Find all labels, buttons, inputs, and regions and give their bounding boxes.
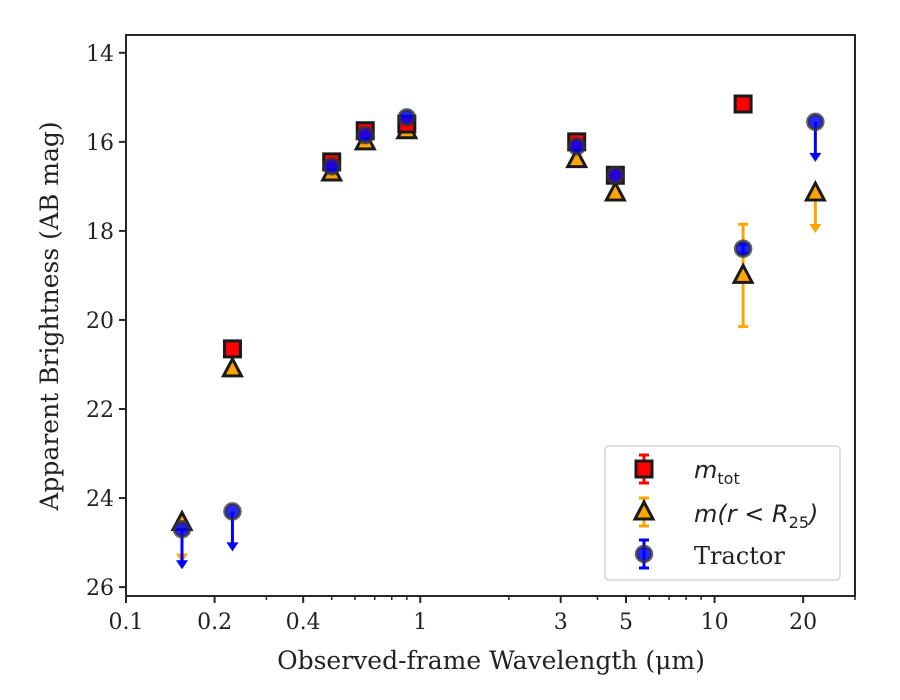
series-2-point-2-marker [322, 157, 341, 176]
series-2-point-6-marker [606, 166, 625, 185]
x-tick-label-7: 20 [789, 610, 817, 635]
legend-glyph-2-marker [634, 544, 654, 564]
series-2-point-4-marker [397, 108, 417, 127]
series-2-point-8-upper-limit-arrow-head [809, 152, 822, 162]
legend-label-tractor: Tractor [694, 542, 785, 570]
series-2-point-3-marker [355, 125, 375, 145]
series-0-point-0-marker [222, 339, 242, 359]
series-2-point-1-upper-limit-arrow-head [226, 542, 239, 552]
series-2-point-0-marker [172, 519, 192, 539]
x-tick-label-1: 0.2 [197, 610, 232, 635]
legend-mtot-sub: tot [717, 469, 739, 488]
data-markers [170, 94, 827, 539]
legend-mr25-close: ) [807, 500, 818, 528]
y-tick-label-5: 24 [86, 487, 114, 512]
legend-mtot-main: m [694, 456, 717, 484]
legend: mtot m(r < R25) Tractor [604, 445, 841, 581]
series-1-point-7-marker [731, 262, 755, 284]
series-2-point-0-upper-limit-arrow-head [176, 560, 189, 570]
series-1-point-1-marker [220, 355, 244, 378]
legend-label-mtot: mtot [694, 456, 740, 488]
x-tick-label-2: 0.4 [286, 610, 321, 635]
y-tick-label-6: 26 [86, 576, 114, 601]
axes: 0.1 0.2 0.4 1 3 5 10 20 14 16 18 20 22 24 26 [86, 34, 856, 635]
series-2-point-7-marker [733, 239, 753, 258]
plot-frame [125, 34, 856, 597]
x-tick-label-4: 3 [554, 610, 568, 635]
x-tick-label-5: 5 [619, 610, 633, 635]
y-tick-label-1: 16 [86, 131, 114, 156]
series-2-point-8-marker [806, 112, 825, 132]
series-1-point-6-marker [603, 179, 627, 202]
legend-mr25-sub: 25 [789, 513, 809, 532]
y-axis-title: Apparent Brightness (AB mag) [35, 121, 64, 511]
series-1-point-8-marker [803, 179, 827, 202]
series-2-point-1-marker [223, 502, 242, 521]
y-tick-label-3: 20 [86, 309, 114, 334]
series-2-point-5-marker [567, 137, 586, 156]
series-1-point-8-upper-limit-arrow-head [809, 224, 822, 234]
x-axis-title: Observed-frame Wavelength (μm) [277, 646, 705, 675]
legend-label-mr25: m(r < R25) [694, 500, 818, 532]
series-1-point-5-marker [565, 146, 589, 169]
y-tick-label-4: 22 [86, 398, 114, 423]
legend-mr25-main: m(r < R [694, 500, 789, 528]
y-tick-label-0: 14 [86, 42, 114, 67]
x-tick-label-0: 0.1 [109, 610, 144, 635]
y-tick-label-2: 18 [86, 220, 114, 245]
x-tick-label-6: 10 [701, 610, 729, 635]
legend-glyph-1-marker [632, 498, 656, 521]
x-tick-label-3: 1 [413, 610, 427, 635]
legend-glyph-0-marker [634, 459, 654, 479]
series-0-point-6-marker [733, 94, 753, 114]
legend-glyphs [632, 453, 656, 570]
legend-frame [604, 445, 841, 581]
